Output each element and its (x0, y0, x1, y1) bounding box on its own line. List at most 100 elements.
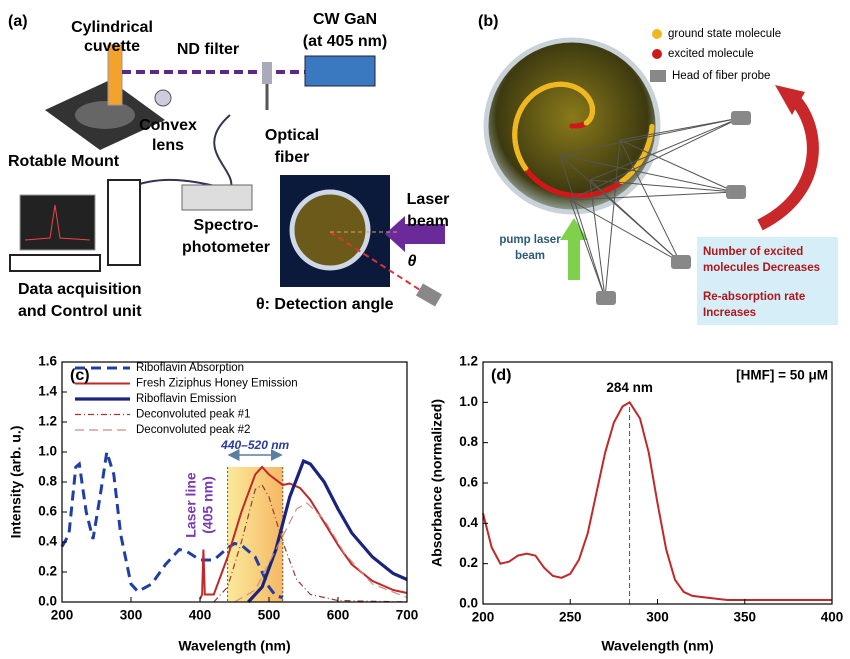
concentration-label: [HMF] = 50 μM (736, 368, 828, 383)
ray (569, 117, 741, 201)
y-tick-label: 0.0 (459, 596, 478, 611)
ray (589, 179, 681, 263)
ground-molecule (512, 125, 518, 131)
setup-label: Spectro- (194, 217, 259, 234)
x-tick-label: 200 (51, 608, 74, 623)
excited-molecule (538, 181, 544, 187)
ground-molecule (518, 106, 524, 112)
ground-molecule (589, 108, 596, 114)
legend-label: Deconvoluted peak #2 (136, 424, 250, 436)
excited-molecule (543, 184, 549, 190)
x-axis-label: Wavelength (nm) (178, 638, 290, 654)
ground-molecule (558, 81, 564, 87)
y-tick-label: 0.6 (38, 504, 57, 519)
setup-label: Convex (139, 117, 197, 134)
series-line (247, 458, 408, 604)
setup-label: Laser (407, 191, 450, 208)
ground-molecule (649, 123, 655, 130)
series-line (234, 502, 408, 603)
laser-line-label: Laser line (183, 472, 199, 538)
y-tick-label: 1.6 (38, 354, 57, 369)
ray (604, 139, 621, 299)
ray (619, 139, 681, 263)
y-tick-label: 0.4 (38, 534, 57, 549)
setup-illustration (9, 44, 445, 307)
excited-molecule (531, 175, 538, 182)
dish-label: molecules Decreases (703, 262, 820, 274)
setup-label: θ: Detection angle (256, 296, 394, 313)
ground-molecule (589, 103, 595, 109)
setup-label: Optical (265, 127, 319, 144)
setup-label: beam (407, 213, 449, 230)
legend-label: Riboflavin Emission (136, 393, 236, 405)
ground-molecule (529, 92, 536, 98)
ray (619, 117, 741, 141)
ray (559, 117, 741, 156)
ray (589, 117, 741, 181)
x-tick-label: 600 (327, 608, 350, 623)
ray (589, 179, 736, 193)
legend-label: Riboflavin Absorption (136, 362, 244, 374)
panel-label: (d) (491, 367, 511, 384)
setup-label: CW GaN (313, 11, 377, 28)
y-tick-label: 0.2 (459, 555, 478, 570)
ray (559, 154, 736, 193)
ray (569, 191, 736, 201)
y-tick-label: 0.8 (38, 474, 57, 489)
setup-label: Cylindrical (71, 19, 153, 36)
ray (589, 179, 606, 299)
excited-molecule (551, 188, 557, 194)
ground-molecule (644, 144, 650, 150)
y-tick-label: 1.2 (38, 414, 57, 429)
y-tick-label: 0.6 (459, 475, 478, 490)
setup-label: Data acquisition (18, 281, 142, 298)
ground-molecule (564, 82, 570, 88)
y-tick-label: 1.0 (459, 394, 478, 409)
setup-label: (at 405 nm) (303, 33, 387, 50)
fiber-probe-head (731, 111, 751, 125)
excited-molecule (613, 182, 620, 188)
ground-molecule (637, 159, 643, 165)
setup-label: Rotable Mount (8, 153, 120, 170)
y-tick-label: 0.0 (38, 594, 57, 609)
y-tick-label: 1.0 (38, 444, 57, 459)
setup-label: cuvette (84, 38, 140, 55)
ground-molecule (515, 113, 521, 119)
y-axis-label: Intensity (arb. u.) (8, 426, 24, 539)
x-tick-label: 400 (189, 608, 212, 623)
highlight-band (227, 467, 283, 602)
y-tick-label: 0.8 (459, 434, 478, 449)
ground-molecule (538, 86, 545, 92)
ground-molecule (588, 114, 594, 120)
ground-molecule (513, 145, 520, 152)
ground-molecule (514, 117, 520, 124)
series-line (482, 400, 832, 601)
x-tick-label: 500 (258, 608, 281, 623)
ground-molecule (512, 138, 518, 144)
ground-molecule (577, 87, 583, 93)
ground-molecule (586, 96, 592, 102)
y-axis-label: Absorbance (normalized) (429, 399, 445, 567)
x-tick-label: 300 (120, 608, 143, 623)
setup-label: (a) (8, 13, 28, 30)
dish-label: beam (515, 250, 545, 262)
excited-molecule (605, 186, 611, 193)
dish-label: ground state molecule (668, 28, 781, 40)
x-tick-label: 350 (733, 610, 756, 625)
dish-label: excited molecule (668, 48, 754, 60)
ground-molecule (522, 165, 529, 171)
setup-label: θ (408, 253, 417, 270)
ground-molecule (626, 172, 632, 178)
ray (559, 154, 606, 299)
ground-molecule (512, 133, 518, 139)
ground-molecule (516, 153, 522, 159)
y-tick-label: 0.4 (459, 515, 478, 530)
fiber-probe-head (726, 185, 746, 199)
ground-molecule (524, 97, 531, 103)
x-axis-label: Wavelength (nm) (601, 638, 713, 654)
legend-label: Fresh Ziziphus Honey Emission (136, 378, 298, 390)
peak-label: 284 nm (606, 380, 653, 395)
excited-molecule (556, 190, 563, 196)
x-tick-label: 250 (559, 610, 582, 625)
